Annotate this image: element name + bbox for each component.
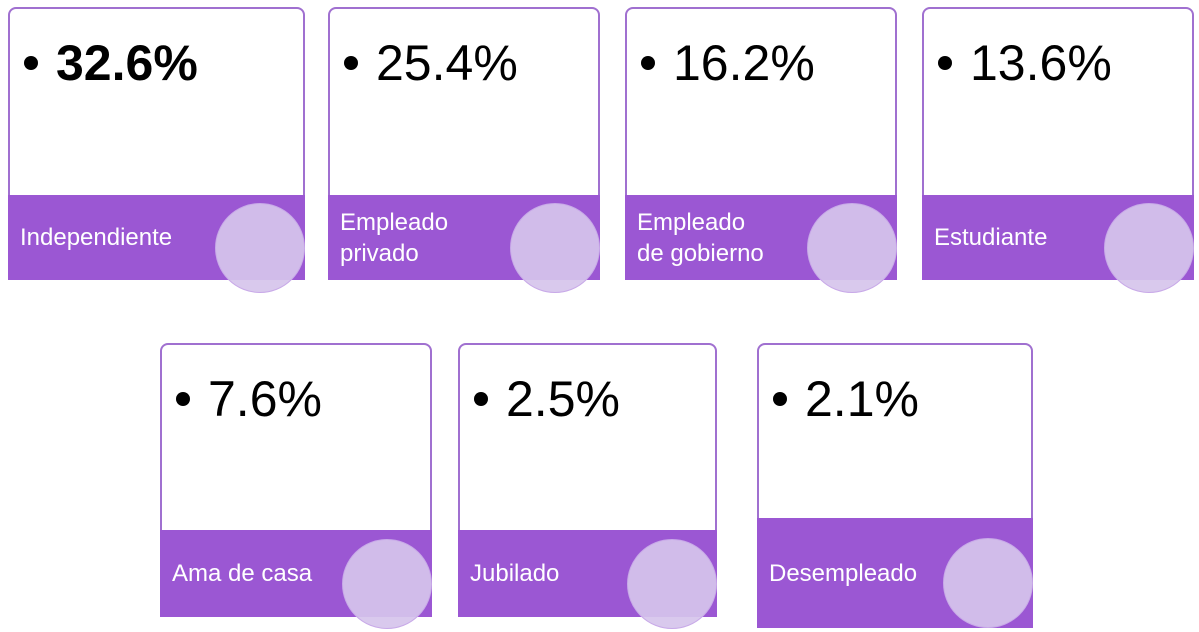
value-text: 13.6% xyxy=(970,35,1112,91)
bullet xyxy=(641,56,655,70)
bullet xyxy=(344,56,358,70)
decor-circle xyxy=(627,538,717,629)
value-row: 13.6% xyxy=(938,33,1112,93)
decor-circle xyxy=(1104,202,1194,293)
decor-circle xyxy=(342,538,432,629)
bullet xyxy=(938,56,952,70)
value-row: 32.6% xyxy=(24,33,198,93)
label-line: Estudiante xyxy=(934,224,1048,251)
value-row: 16.2% xyxy=(641,33,815,93)
label-line: Jubilado xyxy=(470,560,560,587)
value-row: 2.5% xyxy=(474,369,620,429)
bullet xyxy=(176,392,190,406)
label-line: privado xyxy=(340,239,419,267)
value-text: 32.6% xyxy=(56,35,198,91)
label-line: de gobierno xyxy=(637,239,764,267)
value-text: 25.4% xyxy=(376,35,518,91)
value-row: 7.6% xyxy=(176,369,322,429)
decor-circle xyxy=(807,202,897,293)
value-row: 2.1% xyxy=(773,369,919,429)
decor-circle xyxy=(510,202,600,293)
value-text: 2.1% xyxy=(805,371,919,427)
bullet xyxy=(474,392,488,406)
decor-circle xyxy=(215,202,305,293)
value-text: 7.6% xyxy=(208,371,322,427)
bullet xyxy=(773,392,787,406)
value-row: 25.4% xyxy=(344,33,518,93)
value-text: 16.2% xyxy=(673,35,815,91)
label-line: Ama de casa xyxy=(172,560,313,587)
bullet xyxy=(24,56,38,70)
label-line: Empleado xyxy=(637,208,746,236)
label-line: Independiente xyxy=(20,224,173,251)
value-text: 2.5% xyxy=(506,371,620,427)
decor-circle xyxy=(943,538,1033,628)
label-line: Empleado xyxy=(340,208,449,236)
label-line: Desempleado xyxy=(769,559,918,587)
